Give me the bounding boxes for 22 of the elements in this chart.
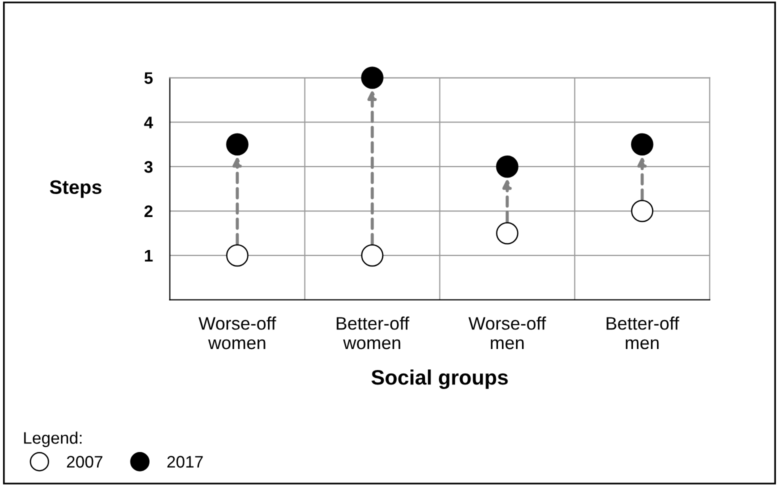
point bbox=[361, 66, 384, 89]
y-tick-label: 4 bbox=[144, 116, 154, 128]
x-tick-label: Worse-off men bbox=[468, 316, 546, 350]
point bbox=[226, 133, 248, 156]
point bbox=[496, 222, 518, 244]
legend-label: 2007 bbox=[66, 456, 102, 468]
y-tick-label: 1 bbox=[144, 250, 153, 262]
legend-label: 2017 bbox=[167, 456, 203, 468]
x-axis-title: Social groups bbox=[371, 369, 508, 389]
point bbox=[631, 133, 654, 156]
y-tick-label: 5 bbox=[144, 72, 153, 84]
point bbox=[361, 244, 384, 267]
y-axis-title: Steps bbox=[50, 180, 102, 198]
point bbox=[226, 244, 248, 267]
x-tick-label: Better-off women bbox=[336, 316, 410, 350]
point bbox=[631, 200, 654, 222]
x-tick-label: Better-off men bbox=[606, 316, 680, 350]
x-tick-label: Worse-off women bbox=[198, 316, 276, 350]
point bbox=[496, 155, 518, 178]
legend-title: Legend: bbox=[24, 432, 82, 448]
y-tick-label: 3 bbox=[144, 161, 153, 173]
y-tick-label: 2 bbox=[144, 205, 152, 218]
